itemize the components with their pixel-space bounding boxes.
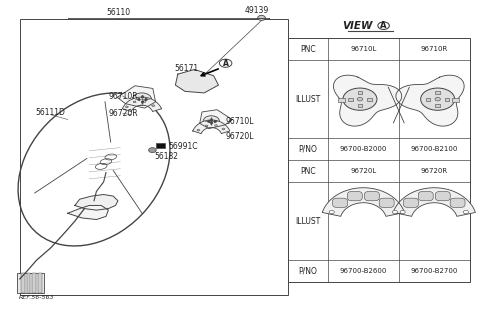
Circle shape <box>420 88 455 110</box>
Bar <box>445 98 449 101</box>
Text: 96700-B2600: 96700-B2600 <box>340 268 387 274</box>
Text: 49139: 49139 <box>245 6 269 14</box>
Text: PNC: PNC <box>300 167 316 176</box>
Polygon shape <box>175 69 218 93</box>
Bar <box>17 273 44 293</box>
Bar <box>358 91 362 95</box>
Polygon shape <box>193 120 230 133</box>
Polygon shape <box>200 110 232 129</box>
Bar <box>215 125 217 127</box>
Text: A: A <box>223 59 228 68</box>
Text: 96720L: 96720L <box>350 168 376 174</box>
Text: 96710R: 96710R <box>109 92 139 100</box>
FancyBboxPatch shape <box>404 198 419 208</box>
FancyBboxPatch shape <box>450 198 465 208</box>
Bar <box>156 143 165 148</box>
Bar <box>20 19 288 295</box>
Text: 96710R: 96710R <box>420 46 448 52</box>
Text: 56991C: 56991C <box>168 142 198 150</box>
Bar <box>435 91 440 95</box>
Text: P/NO: P/NO <box>299 144 317 154</box>
FancyBboxPatch shape <box>364 192 379 201</box>
Polygon shape <box>396 75 464 126</box>
Circle shape <box>400 210 405 214</box>
Polygon shape <box>122 97 161 111</box>
Polygon shape <box>117 86 156 108</box>
Circle shape <box>203 116 219 126</box>
Text: 96720R: 96720R <box>420 168 448 174</box>
Text: ILLUST: ILLUST <box>295 217 321 225</box>
Circle shape <box>435 97 440 101</box>
Text: 56110: 56110 <box>106 8 130 17</box>
Circle shape <box>357 97 363 101</box>
Circle shape <box>463 210 468 214</box>
Bar <box>348 98 353 101</box>
Text: 96700-B2000: 96700-B2000 <box>340 146 387 152</box>
Text: 96710L: 96710L <box>350 46 376 52</box>
Text: A: A <box>380 21 387 30</box>
Polygon shape <box>322 188 405 216</box>
Text: 56171: 56171 <box>174 64 198 73</box>
Text: VIEW: VIEW <box>343 21 373 31</box>
FancyBboxPatch shape <box>348 192 362 201</box>
FancyBboxPatch shape <box>435 192 450 201</box>
FancyBboxPatch shape <box>418 192 433 201</box>
Circle shape <box>149 148 156 153</box>
FancyBboxPatch shape <box>333 198 348 208</box>
Circle shape <box>132 93 152 106</box>
Bar <box>453 98 459 102</box>
Bar <box>367 98 372 101</box>
Circle shape <box>343 88 377 110</box>
Bar <box>338 98 345 102</box>
Bar <box>38 273 42 293</box>
Bar <box>358 104 362 107</box>
Bar <box>152 105 155 107</box>
Polygon shape <box>68 205 108 219</box>
Bar <box>143 100 146 102</box>
Text: REF.56-563: REF.56-563 <box>19 295 54 300</box>
Text: PNC: PNC <box>300 45 316 54</box>
Bar <box>32 273 36 293</box>
Text: 56111D: 56111D <box>36 108 65 117</box>
Text: P/NO: P/NO <box>299 267 317 275</box>
Bar <box>426 98 431 101</box>
Bar <box>288 38 470 282</box>
Polygon shape <box>334 75 402 126</box>
FancyBboxPatch shape <box>379 198 394 208</box>
Bar <box>125 106 129 108</box>
Polygon shape <box>75 194 118 210</box>
Circle shape <box>329 210 334 214</box>
Bar <box>133 101 136 103</box>
Text: ILLUST: ILLUST <box>295 95 321 104</box>
Bar <box>197 129 200 131</box>
Circle shape <box>258 15 265 20</box>
Text: 96720R: 96720R <box>109 109 139 118</box>
Text: 96700-B2700: 96700-B2700 <box>410 268 458 274</box>
Polygon shape <box>393 188 475 216</box>
Text: 96700-B2100: 96700-B2100 <box>410 146 458 152</box>
Bar <box>435 104 440 107</box>
Bar <box>26 273 30 293</box>
Text: 96710L: 96710L <box>226 116 254 126</box>
Bar <box>21 273 24 293</box>
Bar <box>222 128 225 130</box>
Text: 96720L: 96720L <box>226 132 254 141</box>
Bar <box>205 125 208 127</box>
Circle shape <box>392 210 397 214</box>
Text: 56182: 56182 <box>155 152 179 161</box>
